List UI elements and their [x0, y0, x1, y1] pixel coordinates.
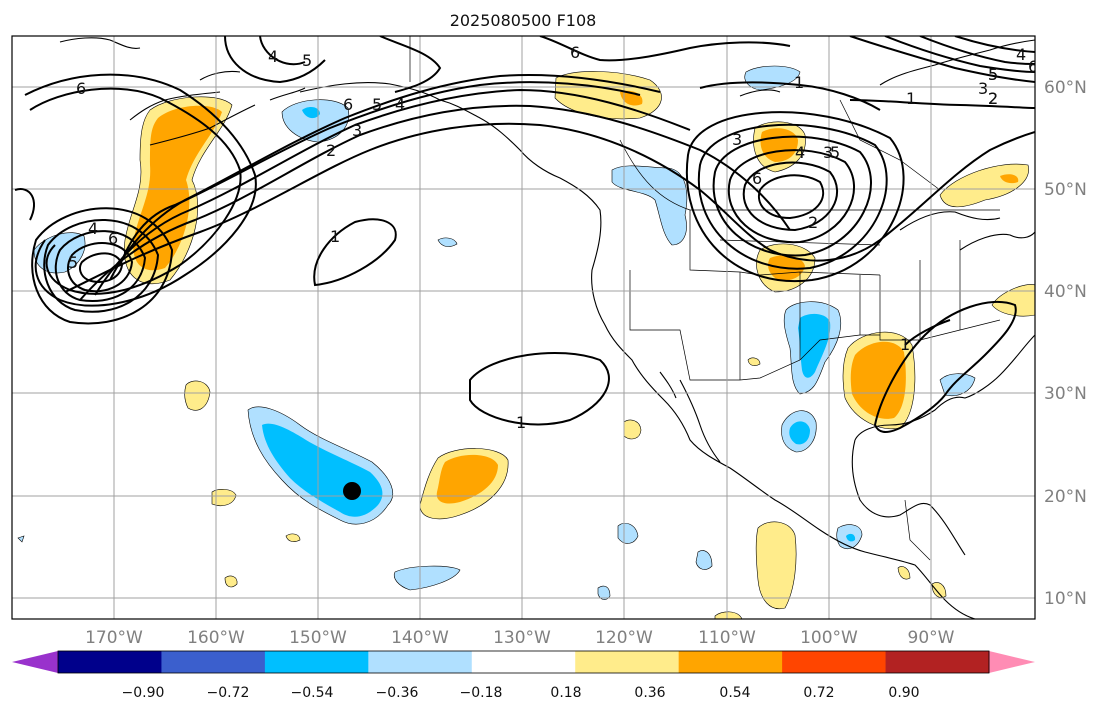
colorbar-segment — [471, 651, 576, 673]
contour-label: 2 — [808, 213, 818, 232]
lon-tick-label: 150°W — [289, 628, 347, 648]
contour-label: 5 — [372, 95, 382, 114]
contour-label: 1 — [516, 413, 526, 432]
colorbar-tick-label: −0.90 — [122, 685, 165, 701]
map-plot-area: 4 5 6 6 5 4 3 2 6 4 5 1 1 1 6 3 2 3 4 5 … — [12, 36, 1038, 619]
colorbar-segment — [575, 651, 680, 673]
lat-tick-label: 10°N — [1044, 589, 1087, 609]
lat-tick-label: 30°N — [1044, 384, 1087, 404]
contour-label: 3 — [732, 130, 742, 149]
contour-label: 4 — [268, 47, 278, 66]
colorbar-segment — [368, 651, 473, 673]
lon-tick-label: 90°W — [908, 628, 955, 648]
contour-lines — [14, 36, 1035, 433]
contour-label: 4 — [395, 95, 405, 114]
contour-label: 3 — [978, 79, 988, 98]
lon-tick-label: 170°W — [85, 628, 143, 648]
lon-tick-label: 100°W — [800, 628, 858, 648]
colorbar-right-extension — [989, 651, 1035, 673]
colorbar-tick-label: 0.36 — [634, 685, 665, 701]
colorbar-tick-label: −0.36 — [376, 685, 419, 701]
colorbar-tick-label: −0.54 — [291, 685, 334, 701]
contour-label: 1 — [900, 335, 910, 354]
contour-label: 6 — [1028, 57, 1038, 76]
lon-tick-label: 160°W — [187, 628, 245, 648]
contour-label: 5 — [68, 253, 78, 272]
lat-tick-label: 50°N — [1044, 180, 1087, 200]
colorbar-segments — [58, 651, 990, 673]
contour-label: 6 — [76, 79, 86, 98]
lat-tick-label: 20°N — [1044, 487, 1087, 507]
colorbar-left-extension — [12, 651, 58, 673]
colorbar-tick-label: 0.54 — [719, 685, 750, 701]
contour-label: 3 — [352, 121, 362, 140]
contour-label: 5 — [830, 143, 840, 162]
lat-tick-label: 60°N — [1044, 78, 1087, 98]
contour-label: 2 — [988, 89, 998, 108]
contour-label: 4 — [795, 143, 805, 162]
contour-label: 3 — [823, 143, 833, 162]
contour-label: 4 — [88, 219, 98, 238]
colorbar-tick-label: 0.72 — [803, 685, 834, 701]
colorbar: −0.90 −0.72 −0.54 −0.36 −0.18 0.18 0.36 … — [12, 650, 1035, 701]
contour-label: 6 — [108, 229, 118, 248]
contour-label: 6 — [752, 169, 762, 188]
colorbar-segment — [678, 651, 783, 673]
colorbar-tick-label: −0.18 — [460, 685, 503, 701]
lon-tick-label: 140°W — [391, 628, 449, 648]
contour-label: 1 — [330, 227, 340, 246]
contour-label: 2 — [988, 89, 998, 108]
map-title: 2025080500 F108 — [450, 11, 597, 30]
colorbar-segment — [58, 651, 162, 673]
colorbar-ticks: −0.90 −0.72 −0.54 −0.36 −0.18 0.18 0.36 … — [122, 685, 920, 701]
lon-tick-label: 110°W — [698, 628, 756, 648]
lat-tick-label: 40°N — [1044, 282, 1087, 302]
contour-label: 6 — [343, 95, 353, 114]
longitude-tick-labels: 170°W 160°W 150°W 140°W 130°W 120°W 110°… — [85, 628, 955, 648]
colorbar-tick-label: 0.90 — [888, 685, 919, 701]
contour-label: 5 — [988, 65, 998, 84]
colorbar-segment — [885, 651, 990, 673]
lon-tick-label: 120°W — [595, 628, 653, 648]
colorbar-segment — [264, 651, 369, 673]
colorbar-segment — [782, 651, 887, 673]
contour-label: 6 — [570, 43, 580, 62]
colorbar-tick-label: −0.72 — [207, 685, 250, 701]
colorbar-frame — [57, 650, 990, 674]
contour-label: 2 — [326, 141, 336, 160]
location-marker-dot — [343, 482, 361, 500]
colorbar-tick-label: 0.18 — [550, 685, 581, 701]
contour-label: 5 — [302, 51, 312, 70]
contour-label: 4 — [1016, 45, 1026, 64]
borders — [409, 36, 1001, 561]
contour-label: 1 — [906, 89, 916, 108]
graticule — [12, 36, 1035, 619]
contour-label: 1 — [794, 73, 804, 92]
map-frame — [11, 35, 1036, 620]
coastlines — [59, 37, 1035, 619]
contour-label: 5 — [988, 65, 998, 84]
lon-tick-label: 130°W — [493, 628, 551, 648]
colorbar-segment — [161, 651, 266, 673]
contour-value-labels: 4 5 6 6 5 4 3 2 6 4 5 1 1 1 6 3 2 3 4 5 … — [68, 43, 1038, 432]
latitude-tick-labels: 60°N 50°N 40°N 30°N 20°N 10°N — [1044, 78, 1087, 609]
positive-anomaly-shading — [123, 71, 1035, 619]
